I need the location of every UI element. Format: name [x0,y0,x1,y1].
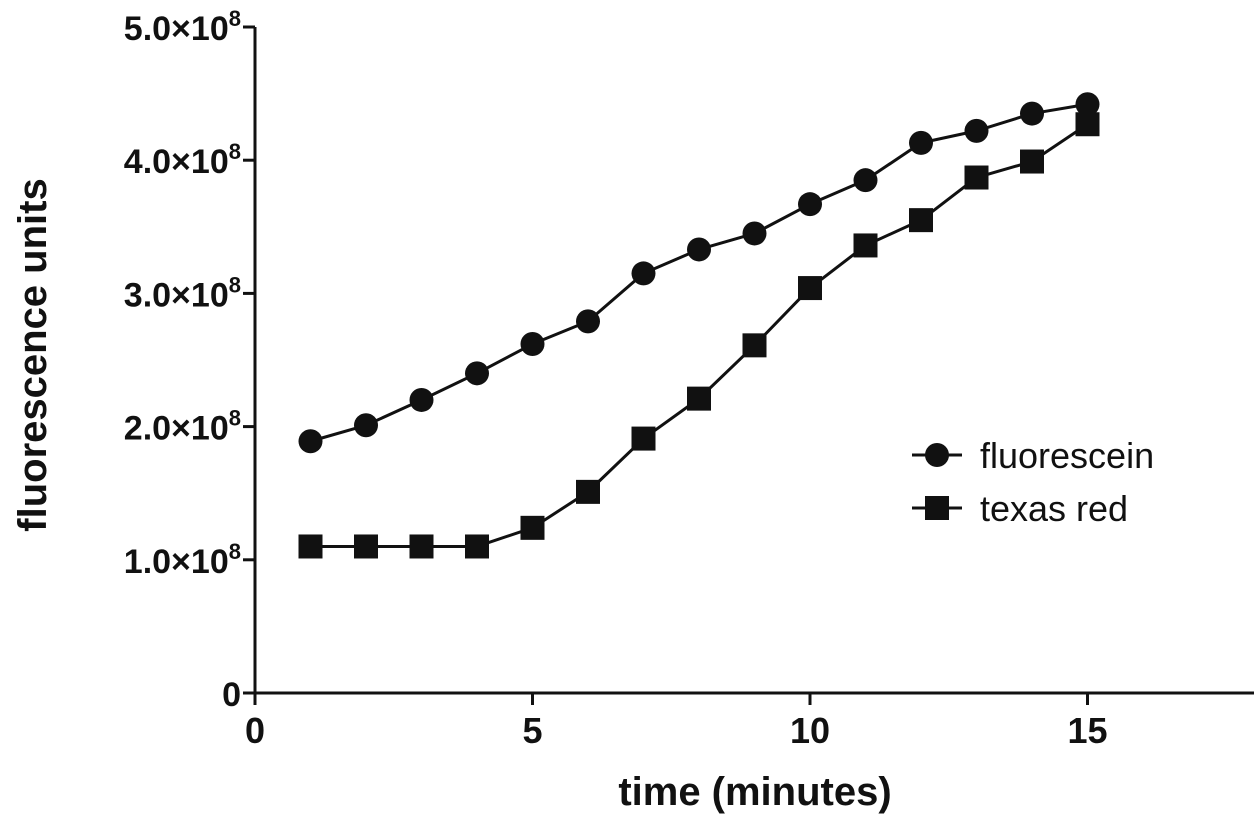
y-tick-label: 5.0×108 [124,6,241,48]
data-point-fluorescein [1075,92,1100,117]
data-point-texas-red [354,534,378,559]
x-tick-label: 10 [790,710,830,751]
y-tick-label: 0 [222,676,241,714]
data-point-texas-red [465,534,489,559]
x-tick-label: 5 [522,710,542,751]
x-tick-label: 0 [245,710,265,751]
data-point-fluorescein [631,261,656,286]
x-axis-title: time (minutes) [618,770,891,814]
data-point-texas-red [1020,149,1044,174]
data-point-texas-red [409,534,434,559]
y-tick-label: 1.0×108 [124,539,241,581]
data-point-texas-red [520,515,545,540]
legend: fluorescein texas red [912,435,1154,529]
data-point-fluorescein [687,237,711,262]
legend-label-texas-red: texas red [980,488,1128,529]
data-point-texas-red [798,276,822,301]
x-tick-label: 15 [1067,710,1107,751]
data-point-fluorescein [909,130,933,155]
y-tick-label: 4.0×108 [124,139,241,181]
data-point-fluorescein [742,221,767,246]
data-point-fluorescein [409,387,434,412]
y-tick-label: 3.0×108 [124,272,241,314]
data-point-texas-red [576,479,600,504]
data-point-fluorescein [1020,101,1044,126]
data-point-fluorescein [465,361,489,386]
data-point-texas-red [909,208,933,233]
data-point-fluorescein [520,332,545,357]
y-tick-label: 2.0×108 [124,406,241,448]
data-point-texas-red [298,534,323,559]
data-point-fluorescein [798,192,822,217]
data-point-fluorescein [298,429,323,454]
data-point-fluorescein [354,413,378,438]
data-point-texas-red [742,333,767,358]
data-point-fluorescein [964,118,989,143]
legend-label-fluorescein: fluorescein [980,435,1154,476]
y-axis-title: fluorescence units [11,178,55,531]
data-point-texas-red [687,386,711,411]
data-point-fluorescein [853,168,878,193]
axes: 0 1.0×108 2.0×108 3.0×108 4.0×108 5.0×108 0 5 10… [124,6,1254,751]
legend-marker-texas-red [925,496,949,520]
series-layer [298,92,1100,559]
legend-marker-fluorescein [925,443,949,467]
data-point-texas-red [964,165,989,190]
data-point-fluorescein [576,309,600,334]
data-point-texas-red [1075,112,1100,137]
data-point-texas-red [631,426,656,451]
data-point-texas-red [853,233,878,258]
